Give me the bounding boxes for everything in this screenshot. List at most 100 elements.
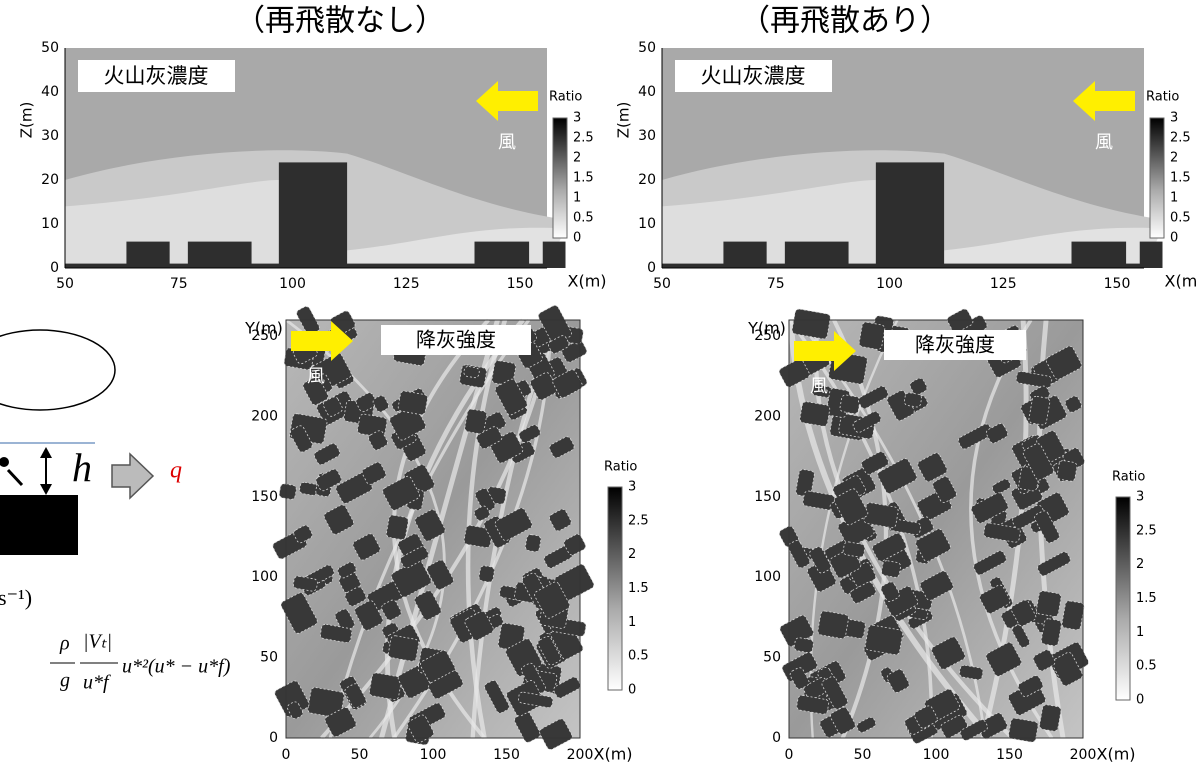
x-tick-label: 75	[767, 276, 785, 292]
y-tick-label: 0	[647, 260, 656, 276]
wind-label: 風	[810, 376, 828, 397]
x-tick-label: 50	[351, 747, 369, 763]
x-axis-label: X(m)	[1096, 745, 1135, 764]
formula: u*f	[83, 672, 111, 694]
colorbar-title: Ratio	[1146, 90, 1179, 105]
colorbar-tick: 1.5	[1170, 171, 1191, 186]
panel-title: （再飛散あり）	[740, 4, 950, 39]
building	[859, 322, 886, 350]
colorbar-tick: 1	[1136, 625, 1144, 640]
colorbar-title: Ratio	[1112, 470, 1145, 485]
x-tick-label: 125	[990, 276, 1017, 292]
y-tick-label: 10	[638, 216, 656, 232]
colorbar-tick: 1.5	[573, 171, 594, 186]
figure: （再飛散なし） （再飛散あり） h q s⁻¹) ρ g |Vₜ| u*f u*…	[0, 0, 1196, 766]
x-tick-label: 150	[507, 276, 534, 292]
colorbar-tick: 2	[1136, 557, 1144, 572]
colorbar-tick: 0.5	[573, 211, 594, 226]
x-axis-label: X(m)	[1164, 272, 1196, 291]
x-tick-label: 100	[420, 747, 447, 763]
colorbar-tick: 2.5	[628, 513, 649, 528]
x-tick-label: 125	[393, 276, 420, 292]
colorbar-tick: 1	[1170, 191, 1178, 206]
wind-label: 風	[1095, 132, 1113, 153]
unit: s⁻¹)	[0, 585, 32, 610]
x-tick-label: 50	[653, 276, 671, 292]
colorbar-tick: 2.5	[573, 131, 594, 146]
colorbar-tick: 2	[1170, 151, 1178, 166]
building	[723, 242, 766, 268]
building	[279, 162, 347, 268]
left-diagram: h q s⁻¹) ρ g |Vₜ| u*f u*²(u* − u*f)	[0, 330, 231, 694]
x-tick-label: 150	[493, 747, 520, 763]
y-tick-label: 100	[754, 569, 781, 585]
x-tick-label: 100	[279, 276, 306, 292]
colorbar-tick: 0	[1136, 693, 1144, 708]
x-tick-label: 100	[876, 276, 903, 292]
y-tick-label: 30	[41, 128, 59, 144]
panel-label: 降灰強度	[416, 328, 496, 352]
x-tick-label: 0	[282, 747, 291, 763]
y-tick-label: 200	[251, 408, 278, 424]
y-tick-label: 200	[754, 408, 781, 424]
y-tick-label: 40	[41, 84, 59, 100]
y-tick-label: 0	[269, 730, 278, 746]
building	[1140, 242, 1163, 268]
y-tick-label: 0	[50, 260, 59, 276]
x-tick-label: 50	[854, 747, 872, 763]
colorbar-tick: 0	[1170, 231, 1178, 246]
formula: |Vₜ|	[83, 631, 112, 653]
height-symbol: h	[72, 445, 92, 490]
x-tick-label: 75	[170, 276, 188, 292]
colorbar-tick: 2.5	[1170, 131, 1191, 146]
formula: g	[60, 670, 70, 692]
formula: u*²(u* − u*f)	[122, 656, 231, 678]
building	[1036, 590, 1062, 617]
x-tick-label: 150	[996, 747, 1023, 763]
y-tick-label: 0	[772, 730, 781, 746]
colorbar	[608, 487, 622, 690]
panel-label: 火山灰濃度	[104, 64, 209, 88]
building	[478, 565, 495, 583]
y-tick-label: 50	[638, 40, 656, 56]
colorbar-tick: 2.5	[1136, 523, 1157, 538]
y-tick-label: 150	[251, 489, 278, 505]
wind-label: 風	[307, 366, 325, 387]
colorbar	[1116, 497, 1130, 700]
y-tick-label: 10	[41, 216, 59, 232]
building	[188, 242, 252, 268]
x-tick-label: 100	[923, 747, 950, 763]
x-tick-label: 200	[567, 747, 594, 763]
y-axis-label: Y(m)	[747, 319, 786, 338]
colorbar-tick: 1.5	[1136, 591, 1157, 606]
panel-label: 降灰強度	[915, 333, 995, 357]
colorbar-tick: 2	[573, 151, 581, 166]
colorbar-tick: 0.5	[1170, 211, 1191, 226]
colorbar-tick: 0.5	[628, 649, 649, 664]
building	[279, 483, 297, 500]
y-tick-label: 100	[251, 569, 278, 585]
building	[1039, 704, 1062, 732]
panel-label: 火山灰濃度	[701, 64, 806, 88]
y-tick-label: 50	[41, 40, 59, 56]
building	[785, 242, 849, 268]
building	[876, 162, 944, 268]
building	[464, 409, 487, 435]
building	[543, 242, 566, 268]
building	[1072, 242, 1127, 268]
formula: ρ	[59, 633, 70, 655]
y-tick-label: 20	[41, 172, 59, 188]
colorbar-tick: 1	[628, 615, 636, 630]
building	[839, 394, 860, 414]
building	[1056, 460, 1077, 482]
y-axis-label: Z(m)	[615, 102, 633, 139]
x-tick-label: 0	[785, 747, 794, 763]
building	[865, 624, 904, 655]
colorbar-tick: 3	[573, 111, 581, 126]
building	[386, 515, 409, 541]
y-axis-label: Z(m)	[18, 102, 36, 139]
colorbar-tick: 3	[1170, 111, 1178, 126]
colorbar-title: Ratio	[549, 90, 582, 105]
building	[475, 242, 530, 268]
y-tick-label: 40	[638, 84, 656, 100]
